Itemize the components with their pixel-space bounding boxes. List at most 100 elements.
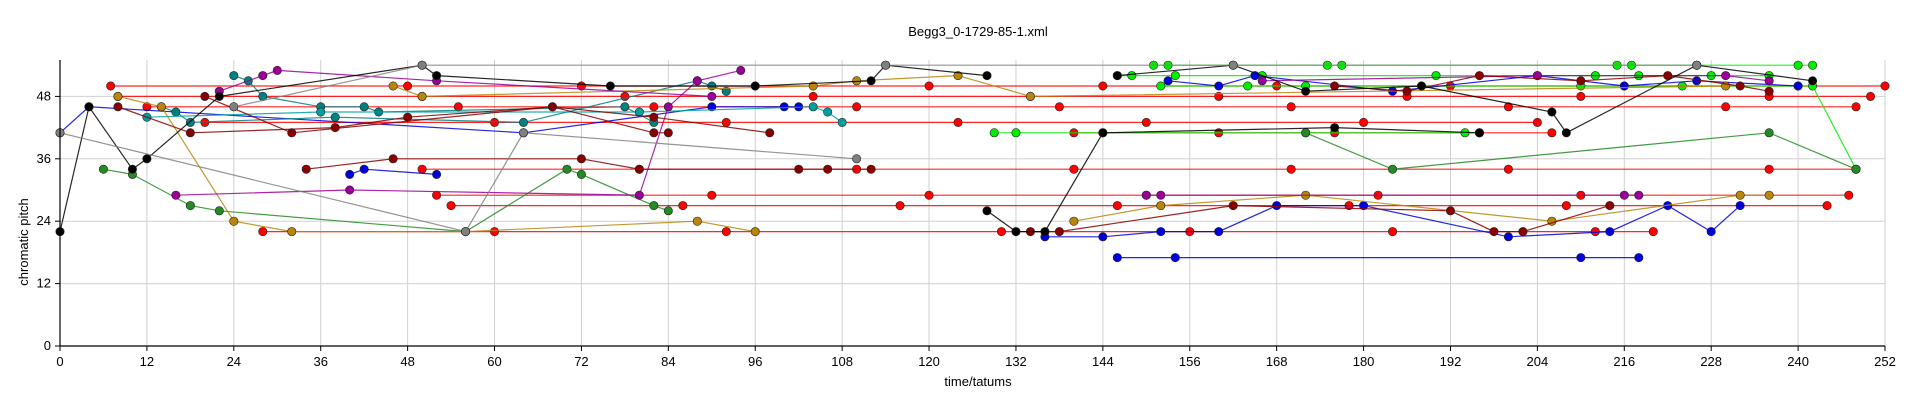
data-point [272,65,282,75]
data-point [1286,102,1296,112]
data-point [1359,117,1369,127]
data-point [1692,76,1702,86]
data-point [1214,81,1224,91]
data-point [620,102,630,112]
x-tick-label: 204 [1527,354,1549,369]
data-point [663,206,673,216]
data-point [1822,201,1832,211]
data-point [823,164,833,174]
data-point [1561,201,1571,211]
series-3 [200,117,1542,127]
chart-title: Begg3_0-1729-85-1.xml [908,24,1048,39]
data-point [1156,81,1166,91]
series-14 [345,164,442,179]
data-point [1634,190,1644,200]
data-point [1851,102,1861,112]
data-point [1011,128,1021,138]
series-1 [113,91,1876,101]
series-4 [417,164,1861,174]
data-point [1330,81,1340,91]
data-point [1286,164,1296,174]
data-point [84,102,94,112]
data-point [1844,190,1854,200]
data-point [432,169,442,179]
series-21 [98,164,673,237]
data-point [663,102,673,112]
data-point [156,102,166,112]
data-point [1518,227,1528,237]
data-point [996,227,1006,237]
x-tick-label: 84 [661,354,675,369]
data-point [1272,201,1282,211]
data-point [1112,253,1122,263]
data-point [453,102,463,112]
data-point [953,117,963,127]
data-point [1069,216,1079,226]
data-point [765,128,775,138]
series-35 [55,60,992,237]
series-25 [388,71,1731,101]
data-point [287,227,297,237]
data-point [1619,81,1629,91]
data-point [258,227,268,237]
data-point [721,227,731,237]
data-point [1069,164,1079,174]
data-point [1112,71,1122,81]
data-point [1127,71,1137,81]
data-point [1170,71,1180,81]
data-point [881,60,891,70]
series-line [59,132,857,233]
series-16 [1040,201,1745,242]
x-tick-label: 0 [56,354,63,369]
data-point [1692,60,1702,70]
data-point [989,128,999,138]
data-point [1808,60,1818,70]
series-layer [55,60,1890,263]
data-point [649,201,659,211]
series-2 [142,102,1861,112]
x-axis-label: time/tatums [944,374,1012,389]
data-point [301,164,311,174]
series-line [1167,74,1799,92]
data-point [1214,91,1224,101]
data-point [605,81,615,91]
y-tick-label: 24 [37,213,51,228]
data-point [707,91,717,101]
data-point [866,76,876,86]
data-point [808,91,818,101]
data-point [1706,227,1716,237]
data-point [113,102,123,112]
x-tick-label: 12 [140,354,154,369]
data-point [562,164,572,174]
series-line [1117,64,1813,134]
data-point [432,190,442,200]
data-point [345,169,355,179]
data-point [1677,81,1687,91]
series-37 [982,123,1484,237]
series-33 [1025,201,1615,237]
data-point [1163,76,1173,86]
data-point [634,164,644,174]
data-point [330,112,340,122]
data-point [432,71,442,81]
data-point [316,107,326,117]
series-line [233,75,655,123]
y-tick-label: 12 [37,276,51,291]
data-point [1402,86,1412,96]
data-point [736,65,746,75]
data-point [1576,91,1586,101]
data-point [287,128,297,138]
data-point [663,128,673,138]
data-point [1851,164,1861,174]
series-line [175,69,741,196]
x-tick-label: 72 [574,354,588,369]
data-point [1474,71,1484,81]
data-point [1532,117,1542,127]
series-line [103,168,669,233]
x-tick-label: 108 [831,354,853,369]
series-29 [1257,71,1774,86]
data-point [214,206,224,216]
x-tick-label: 60 [487,354,501,369]
x-tick-label: 48 [400,354,414,369]
data-point [1605,227,1615,237]
